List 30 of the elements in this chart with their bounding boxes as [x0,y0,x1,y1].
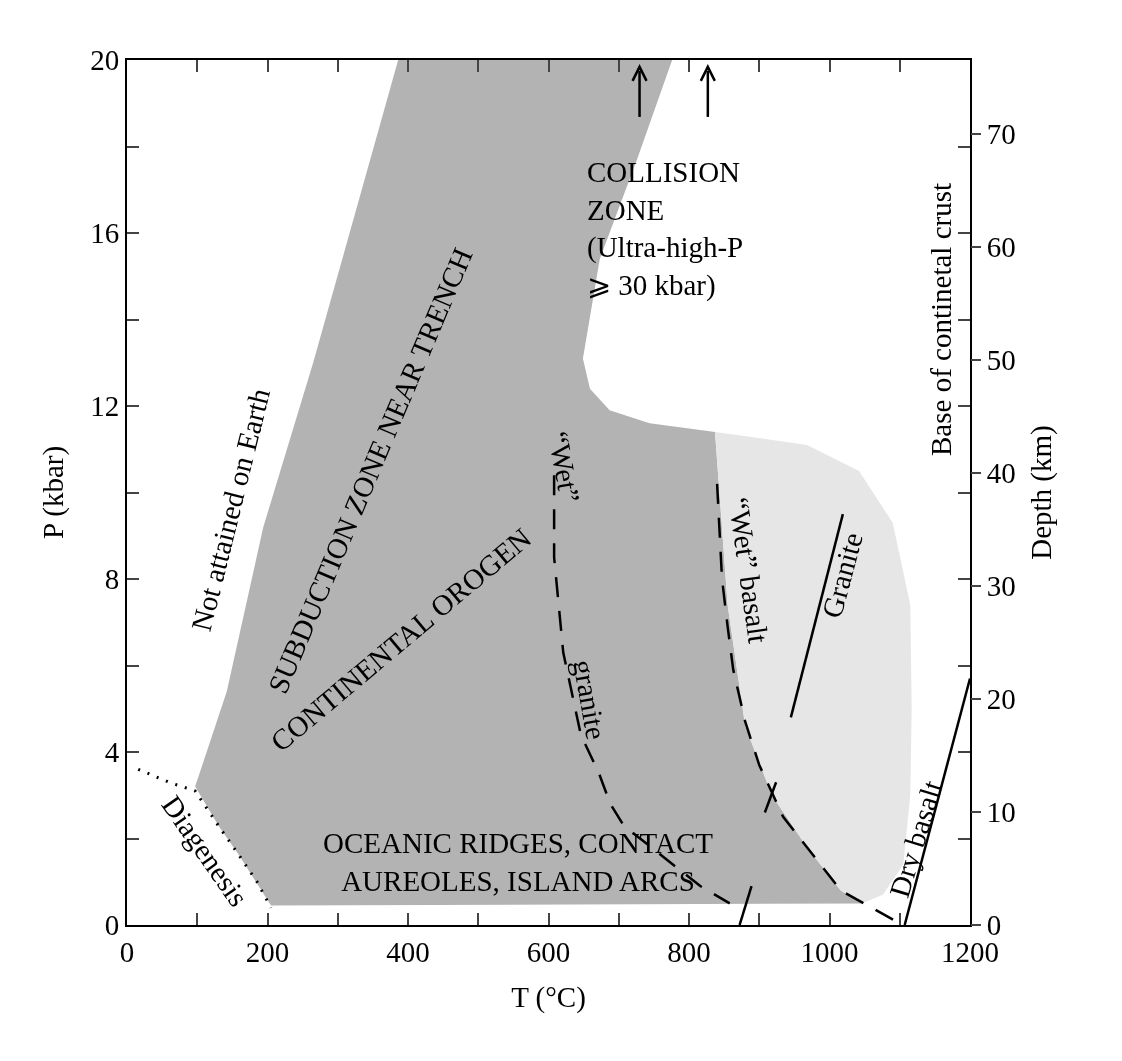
y-axis-title: P (kbar) [37,445,71,540]
x-tick-label: 400 [386,935,430,968]
y-tick-label: 16 [90,217,120,250]
y2-axis-title: Depth (km) [1024,425,1058,560]
y-tick-label: 4 [104,736,120,769]
annotation: “Wet” [542,428,587,506]
annotation: Dry basalt [882,776,949,901]
x-tick-label: 200 [245,935,290,968]
y-tick-label: 12 [90,390,120,423]
x-tick-label: 600 [526,935,571,968]
x-axis-title: T (°C) [511,981,586,1015]
y2-tick-label: 60 [986,230,1016,263]
y2-tick-label: 70 [986,117,1016,150]
annotation: OCEANIC RIDGES, CONTACT AUREOLES, ISLAND ARCS [323,827,714,897]
x-tick-label: 800 [667,935,711,968]
annotation: “Wet” basalt [722,495,775,646]
annotation: granite [567,657,613,742]
y2-tick-label: 40 [986,456,1016,489]
annotation: Granite [815,528,869,622]
annotation: Base of continetal crust [924,182,957,456]
annotation: COLLISION ZONE (Ultra-high-P ⩾ 30 kbar) [587,156,744,303]
y2-tick-label: 50 [986,343,1016,376]
y2-tick-label: 10 [986,796,1016,829]
annotation: Not attained on Earth [184,384,277,635]
y-tick-label: 8 [104,563,120,596]
y-tick-label: 0 [104,909,120,942]
x-tick-label: 1000 [800,935,859,968]
y-tick-label: 20 [90,44,120,77]
y2-tick-label: 20 [986,683,1016,716]
y2-tick-label: 30 [986,569,1016,602]
